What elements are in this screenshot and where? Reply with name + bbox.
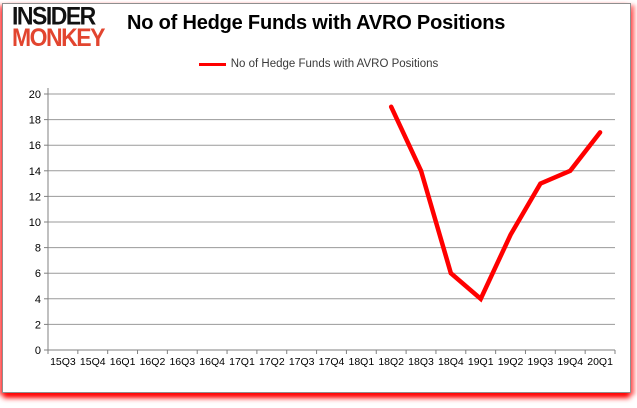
x-tick-label: 19Q4 bbox=[557, 356, 583, 368]
x-tick-label: 15Q4 bbox=[80, 356, 106, 368]
x-tick-label: 16Q3 bbox=[169, 356, 195, 368]
x-tick-label: 18Q2 bbox=[378, 356, 404, 368]
x-tick-label: 19Q3 bbox=[528, 356, 554, 368]
logo-line-insider: INSIDER bbox=[12, 1, 96, 30]
x-tick-label: 19Q2 bbox=[498, 356, 524, 368]
y-tick-label: 2 bbox=[35, 319, 41, 331]
y-tick-label: 8 bbox=[35, 243, 41, 255]
x-tick-label: 17Q2 bbox=[259, 356, 285, 368]
legend-line-swatch bbox=[198, 62, 226, 66]
x-tick-label: 16Q2 bbox=[140, 356, 166, 368]
chart-title: No of Hedge Funds with AVRO Positions bbox=[127, 12, 506, 34]
x-tick-label: 20Q1 bbox=[587, 356, 613, 368]
legend: No of Hedge Funds with AVRO Positions bbox=[0, 56, 637, 72]
y-tick-label: 6 bbox=[35, 268, 41, 280]
x-tick-label: 17Q1 bbox=[229, 356, 255, 368]
logo-line-monkey: MONKEY bbox=[12, 22, 105, 51]
y-tick-label: 18 bbox=[29, 115, 41, 127]
x-tick-label: 15Q3 bbox=[50, 356, 76, 368]
x-tick-label: 17Q4 bbox=[319, 356, 345, 368]
x-tick-label: 16Q1 bbox=[110, 356, 136, 368]
legend-label: No of Hedge Funds with AVRO Positions bbox=[230, 58, 439, 70]
x-tick-label: 16Q4 bbox=[199, 356, 225, 368]
y-tick-label: 14 bbox=[29, 166, 41, 178]
y-tick-label: 0 bbox=[35, 345, 41, 357]
y-tick-label: 4 bbox=[35, 294, 41, 306]
x-tick-label: 19Q1 bbox=[468, 356, 494, 368]
x-tick-label: 18Q3 bbox=[408, 356, 434, 368]
x-tick-label: 18Q1 bbox=[348, 356, 374, 368]
x-tick-label: 18Q4 bbox=[438, 356, 464, 368]
y-tick-label: 16 bbox=[29, 140, 41, 152]
y-tick-label: 10 bbox=[29, 217, 41, 229]
series-line bbox=[388, 104, 603, 303]
insider-monkey-logo: INSIDER MONKEY bbox=[12, 1, 105, 51]
y-tick-label: 12 bbox=[29, 191, 41, 203]
x-tick-label: 17Q3 bbox=[289, 356, 315, 368]
y-tick-label: 20 bbox=[29, 89, 41, 101]
